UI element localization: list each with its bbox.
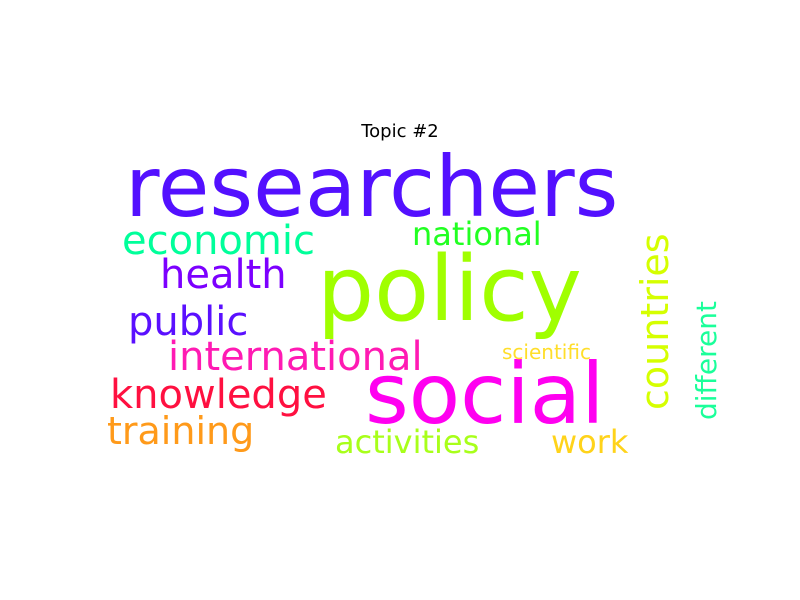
word-health: health <box>160 252 287 298</box>
word-countries: countries <box>633 233 677 410</box>
word-national: national <box>412 215 542 253</box>
word-activities: activities <box>335 423 479 461</box>
chart-title: Topic #2 <box>361 121 439 142</box>
word-knowledge: knowledge <box>110 372 327 418</box>
word-international: international <box>168 334 423 380</box>
word-social: social <box>365 345 605 443</box>
word-researchers: researchers <box>125 138 618 236</box>
word-work: work <box>551 423 629 461</box>
word-public: public <box>128 299 248 345</box>
word-policy: policy <box>317 237 582 342</box>
word-economic: economic <box>122 218 315 264</box>
word-different: different <box>690 301 723 420</box>
word-training: training <box>107 409 254 453</box>
word-scientific: scientific <box>502 340 591 364</box>
